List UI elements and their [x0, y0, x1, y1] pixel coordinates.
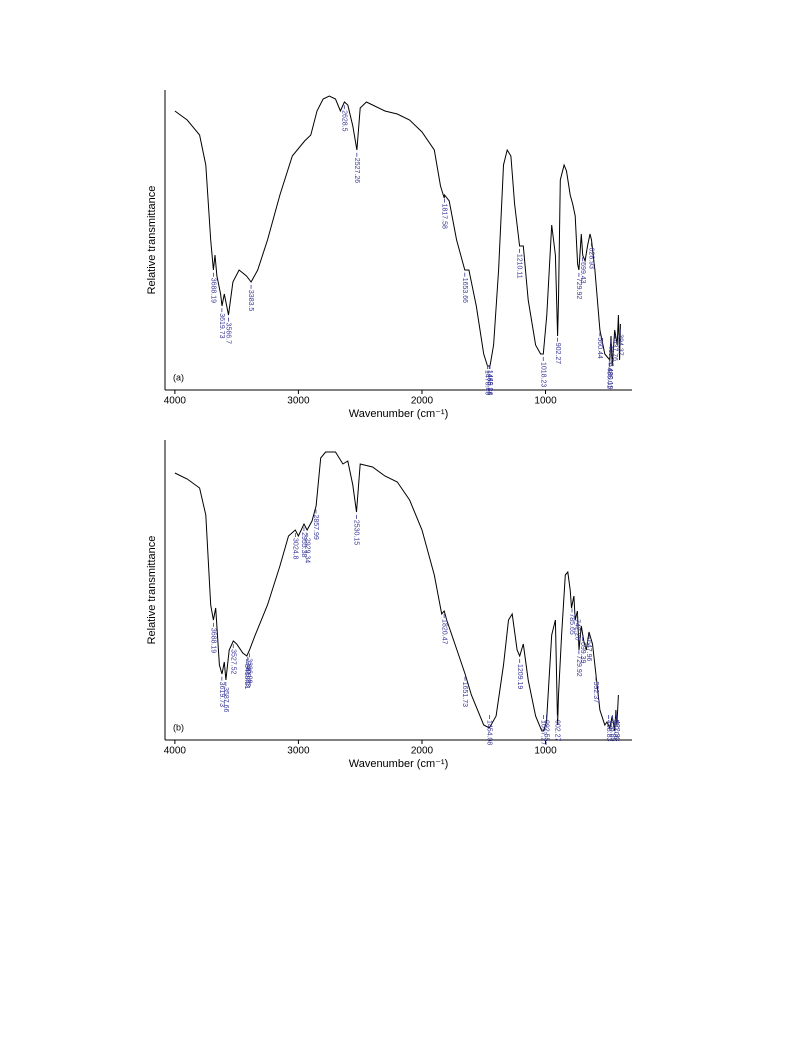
x-tick-label: 1000	[534, 396, 557, 407]
peak-label: 3383.5	[247, 290, 254, 312]
peak-label: 699.39	[579, 642, 586, 664]
peak-label: 3527.52	[229, 649, 236, 674]
peak-label: 729.92	[575, 655, 582, 677]
peak-label: 1454.08	[486, 720, 493, 745]
peak-label: 1455.88	[485, 370, 492, 395]
peak-label: 422.33	[613, 720, 620, 742]
peak-label: 485.01	[605, 367, 612, 389]
peak-label: 647.96	[585, 640, 592, 662]
peak-label: 2530.15	[353, 520, 360, 545]
y-axis-label: Relative transmittance	[146, 186, 158, 295]
spectrum-line	[174, 95, 621, 367]
x-tick-label: 3000	[287, 396, 310, 407]
x-axis-label: Wavenumber (cm⁻¹)	[349, 758, 449, 770]
peak-label: 3619.73	[218, 682, 225, 707]
peak-label: 729.92	[575, 278, 582, 300]
peak-label: 902.27	[554, 343, 561, 365]
peak-label: 3024.8	[292, 538, 299, 560]
peak-label: 2955.38	[300, 532, 307, 557]
x-axis-label: Wavenumber (cm⁻¹)	[349, 408, 449, 420]
peak-label: 1017.27	[540, 720, 547, 745]
peak-label: 1018.23	[539, 362, 546, 387]
peak-label: 430.06	[612, 718, 619, 740]
peak-label: 3418.21	[243, 664, 250, 689]
x-tick-label: 4000	[164, 746, 187, 757]
peak-label: 394.37	[616, 334, 623, 356]
peak-label: 1210.11	[516, 254, 523, 279]
peak-label: 1209.19	[516, 664, 523, 689]
y-axis-label: Relative transmittance	[146, 536, 158, 645]
peak-label: 3688.19	[210, 628, 217, 653]
peak-label: 3566.7	[225, 323, 232, 345]
peak-label: 2527.26	[353, 158, 360, 183]
peak-label: 1470.46	[484, 370, 491, 395]
peak-label: 2929.34	[303, 538, 310, 563]
peak-label: 992.55	[543, 720, 550, 742]
peak-label: 3409.83	[244, 662, 251, 687]
peak-label: 1820.47	[440, 619, 447, 644]
peak-label: 488.83	[605, 720, 612, 742]
peak-label: 628.93	[588, 248, 595, 270]
peak-label: 469.58	[607, 345, 614, 367]
peak-label: 3587.66	[222, 687, 229, 712]
peak-label: 1449.24	[486, 370, 493, 395]
peak-label: 742.26	[574, 619, 581, 641]
peak-label: 560.44	[596, 337, 603, 359]
peak-label: 2857.99	[312, 514, 319, 539]
peak-label: 3619.73	[218, 313, 225, 338]
x-tick-label: 3000	[287, 746, 310, 757]
peak-label: 1651.73	[461, 682, 468, 707]
peak-label: 1653.66	[461, 278, 468, 303]
x-tick-label: 1000	[534, 746, 557, 757]
peak-label: 437.76	[611, 340, 618, 362]
peak-label: 480.19	[606, 368, 613, 390]
x-tick-label: 4000	[164, 396, 187, 407]
peak-label: 592.37	[592, 682, 599, 704]
spectrum-line	[174, 451, 619, 732]
x-tick-label: 2000	[411, 396, 434, 407]
peak-label: 699.43	[579, 262, 586, 284]
peak-label: 458.89	[609, 720, 616, 742]
peak-label: 1817.58	[441, 204, 448, 229]
panel-label: (a)	[173, 372, 184, 382]
x-tick-label: 2000	[411, 746, 434, 757]
peak-label: 902.27	[554, 720, 561, 742]
panel-label: (b)	[173, 722, 184, 732]
peak-label: 3396.99	[246, 658, 253, 683]
peak-label: 785.65	[568, 613, 575, 635]
peak-label: 3688.19	[210, 278, 217, 303]
peak-label: 2628.5	[340, 110, 347, 132]
